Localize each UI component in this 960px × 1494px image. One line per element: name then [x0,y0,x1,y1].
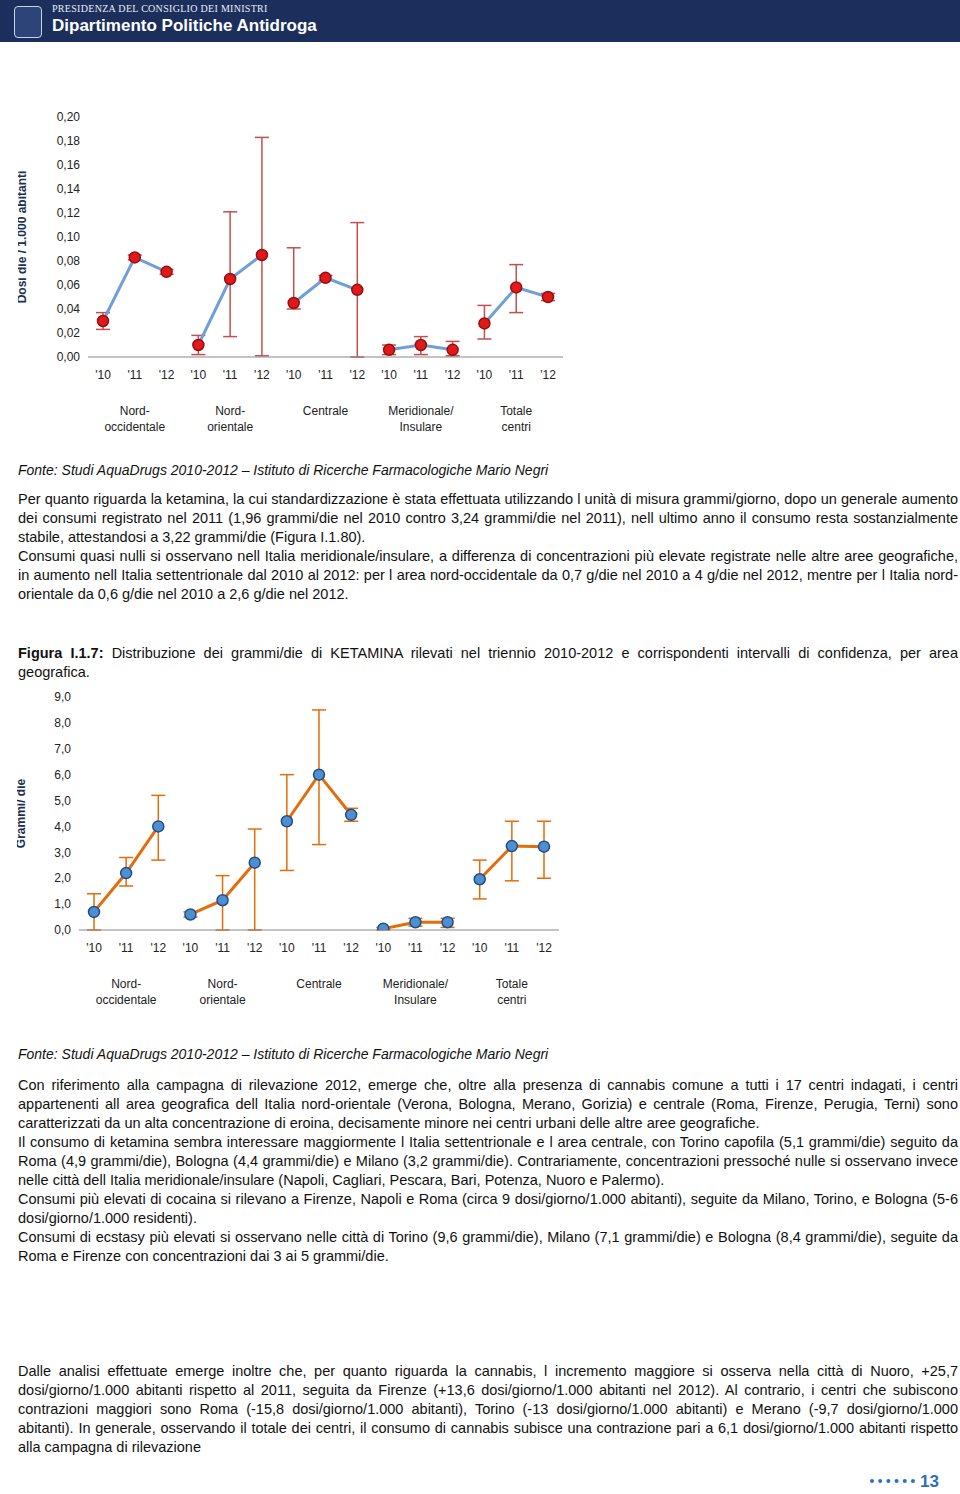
html-text:Fonte: Studi AquaDrugs 2010-20: Fonte: Studi AquaDrugs 2010-2012 – Istit… [18,1046,549,1062]
svg-text:2,0: 2,0 [54,871,71,885]
svg-text:Totale: Totale [500,404,532,418]
svg-text:0,0: 0,0 [54,923,71,937]
svg-text:'12: '12 [159,368,175,382]
html-text:13: 13 [920,1472,939,1491]
svg-text:'11: '11 [312,941,327,955]
svg-text:'11: '11 [318,368,333,382]
svg-text:'10: '10 [286,368,302,382]
svg-text:Insulare: Insulare [400,420,443,434]
svg-text:'11: '11 [223,368,238,382]
html-text:Per quanto riguarda la ketamin: Per quanto riguarda la ketamina, la cui … [18,491,958,545]
svg-text:'11: '11 [504,941,519,955]
html-text:PRESIDENZA DEL CONSIGLIO DEI M: PRESIDENZA DEL CONSIGLIO DEI MINISTRI [52,3,268,14]
html-text:Dalle analisi effettuate emerg: Dalle analisi effettuate emerge inoltre … [18,1363,958,1455]
svg-text:'12: '12 [254,368,270,382]
svg-text:0,16: 0,16 [57,158,81,172]
svg-text:0,04: 0,04 [57,302,81,316]
svg-text:'10: '10 [477,368,493,382]
svg-text:'11: '11 [413,368,428,382]
svg-text:'10: '10 [86,941,102,955]
html-text:Fonte: Studi AquaDrugs 2010-20: Fonte: Studi AquaDrugs 2010-2012 – Istit… [18,462,549,478]
html-text:Distribuzione dei grammi/die d: Distribuzione dei grammi/die di KETAMINA… [18,645,958,680]
svg-text:0,14: 0,14 [57,182,81,196]
html-text:Consumi di ecstasy più elevati: Consumi di ecstasy più elevati si osserv… [18,1229,958,1264]
svg-text:'12: '12 [536,941,552,955]
svg-text:'12: '12 [445,368,461,382]
svg-text:'10: '10 [381,368,397,382]
svg-text:'11: '11 [127,368,142,382]
svg-text:centri: centri [497,993,526,1007]
svg-text:'12: '12 [540,368,556,382]
svg-text:0,10: 0,10 [57,230,81,244]
svg-text:'10: '10 [472,941,488,955]
svg-text:0,02: 0,02 [57,326,81,340]
svg-text:3,0: 3,0 [54,846,71,860]
html-text:Consumi quasi nulli si osserva: Consumi quasi nulli si osservano nell It… [18,548,958,602]
svg-text:Nord-: Nord- [120,404,150,418]
html-text:Consumi più elevati di cocaina: Consumi più elevati di cocaina si rileva… [18,1191,958,1226]
svg-text:occidentale: occidentale [96,993,157,1007]
svg-text:'11: '11 [509,368,524,382]
svg-text:'10: '10 [95,368,111,382]
svg-text:4,0: 4,0 [54,820,71,834]
svg-text:0,00: 0,00 [57,350,81,364]
svg-text:'12: '12 [343,941,359,955]
svg-text:0,20: 0,20 [57,110,81,124]
svg-text:Nord-: Nord- [208,977,238,991]
svg-text:Centrale: Centrale [303,404,349,418]
svg-text:'11: '11 [215,941,230,955]
svg-text:centri: centri [502,420,531,434]
svg-text:occidentale: occidentale [104,420,165,434]
html-text:Il consumo di ketamina sembra: Il consumo di ketamina sembra interessar… [18,1134,958,1188]
svg-text:7,0: 7,0 [54,742,71,756]
svg-text:orientale: orientale [207,420,253,434]
svg-text:'12: '12 [349,368,365,382]
svg-text:6,0: 6,0 [54,768,71,782]
svg-text:5,0: 5,0 [54,794,71,808]
svg-text:Meridionale/: Meridionale/ [383,977,449,991]
svg-text:0,18: 0,18 [57,134,81,148]
svg-text:1,0: 1,0 [54,897,71,911]
svg-text:Insulare: Insulare [394,993,437,1007]
html-text:Figura I.1.7:: Figura I.1.7: [18,645,104,661]
svg-text:Dosi die / 1.000 abitanti: Dosi die / 1.000 abitanti [18,171,29,304]
svg-text:orientale: orientale [200,993,246,1007]
svg-text:0,12: 0,12 [57,206,81,220]
svg-text:Meridionale/: Meridionale/ [388,404,454,418]
svg-text:'10: '10 [375,941,391,955]
svg-text:'10: '10 [279,941,295,955]
svg-text:0,08: 0,08 [57,254,81,268]
svg-text:9,0: 9,0 [54,690,71,704]
html-text:Dipartimento Politiche Antidro: Dipartimento Politiche Antidroga [52,16,317,35]
svg-text:'12: '12 [150,941,166,955]
svg-text:'11: '11 [119,941,134,955]
svg-text:'10: '10 [183,941,199,955]
svg-text:Totale: Totale [496,977,528,991]
svg-text:Centrale: Centrale [296,977,342,991]
svg-text:'10: '10 [191,368,207,382]
svg-text:Grammi/ die: Grammi/ die [17,778,28,848]
html-text:Con riferimento alla campagna: Con riferimento alla campagna di rilevaz… [18,1077,958,1131]
svg-text:Nord-: Nord- [215,404,245,418]
svg-text:'12: '12 [440,941,456,955]
svg-text:'11: '11 [408,941,423,955]
svg-text:'12: '12 [247,941,263,955]
svg-text:0,06: 0,06 [57,278,81,292]
svg-text:Nord-: Nord- [111,977,141,991]
svg-text:8,0: 8,0 [54,716,71,730]
